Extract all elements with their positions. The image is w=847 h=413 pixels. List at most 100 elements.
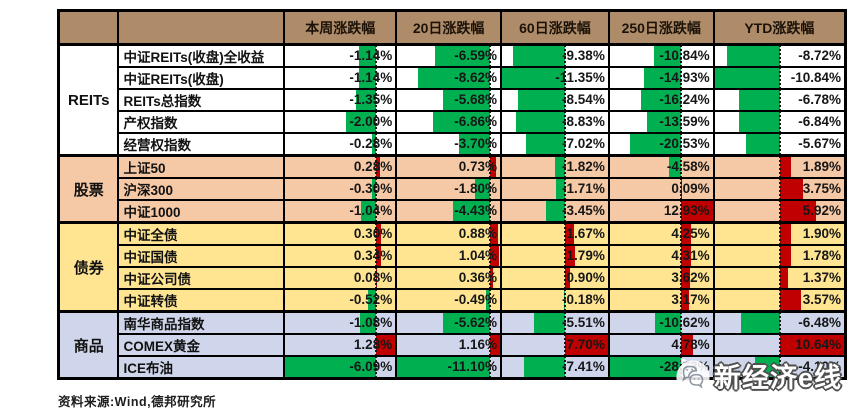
positive-data-bar: [680, 269, 690, 287]
value-cell: 1.78%: [712, 244, 847, 268]
negative-data-bar: [459, 134, 491, 154]
header-col-week: 本周涨跌幅: [283, 9, 398, 46]
value-text: -0.52%: [349, 292, 393, 307]
value-text: -1.71%: [562, 181, 605, 196]
value-text: -20.53%: [659, 136, 710, 151]
value-text: -5.67%: [798, 136, 841, 151]
zero-axis-line: [679, 113, 682, 131]
zero-axis-line: [375, 357, 378, 377]
value-text: 0.73%: [458, 159, 498, 174]
zero-axis-line: [778, 269, 781, 287]
zero-axis-line: [489, 180, 492, 198]
value-text: -0.28%: [349, 136, 393, 151]
value-text: 1.37%: [802, 270, 841, 285]
negative-data-bar: [360, 314, 377, 333]
value-cell: 1.04%: [395, 244, 503, 268]
value-text: -5.51%: [562, 315, 605, 330]
zero-axis-line: [489, 314, 492, 333]
value-cell: -6.09%: [283, 355, 398, 380]
zero-axis-line: [375, 47, 378, 66]
negative-data-bar: [398, 357, 491, 377]
zero-axis-line: [778, 158, 781, 177]
table-row-reits: 中证REITs(收盘) -1.14% -8.62% -11.35% -14.93% -10…: [59, 66, 847, 90]
value-cell: -1.14%: [283, 43, 398, 68]
value-cell: 12.93%: [607, 199, 715, 224]
index-name-cell: 经营权指数: [117, 132, 286, 157]
value-text: -1.08%: [349, 315, 393, 330]
value-text: -6.59%: [454, 48, 498, 63]
negative-data-bar: [359, 47, 377, 66]
value-cell: -1.04%: [283, 199, 398, 224]
zero-axis-line: [778, 225, 781, 244]
zero-axis-line: [489, 91, 492, 109]
value-cell: -8.83%: [500, 110, 610, 134]
value-text: -8.62%: [454, 70, 498, 85]
positive-data-bar: [779, 180, 803, 198]
zero-axis-line: [489, 247, 492, 265]
negative-data-bar: [346, 113, 377, 131]
value-cell: 1.79%: [500, 244, 610, 268]
negative-data-bar: [640, 91, 681, 109]
zero-axis-line: [564, 247, 567, 265]
positive-data-bar: [490, 269, 494, 287]
positive-data-bar: [680, 336, 693, 354]
zero-axis-line: [375, 201, 378, 221]
zero-axis-line: [778, 201, 781, 221]
negative-data-bar: [727, 47, 780, 66]
negative-data-bar: [486, 290, 491, 310]
positive-data-bar: [565, 336, 607, 354]
negative-data-bar: [534, 314, 566, 333]
value-cell: -8.62%: [395, 66, 503, 90]
negative-data-bar: [715, 69, 780, 87]
negative-data-bar: [368, 290, 377, 310]
negative-data-bar: [286, 357, 377, 377]
positive-data-bar: [779, 336, 844, 354]
header-row: 本周涨跌幅 20日涨跌幅 60日涨跌幅 250日涨跌幅 YTD涨跌幅: [57, 9, 847, 46]
zero-axis-line: [778, 134, 781, 154]
positive-data-bar: [680, 225, 692, 244]
value-cell: -6.48%: [712, 310, 847, 335]
value-text: -10.84%: [659, 48, 710, 63]
zero-axis-line: [564, 336, 567, 354]
value-cell: -8.72%: [712, 43, 847, 68]
source-note: 资料来源:Wind,德邦研究所: [58, 395, 217, 409]
value-cell: 4.31%: [607, 244, 715, 268]
value-text: 1.67%: [566, 226, 605, 241]
value-text: 3.62%: [671, 270, 710, 285]
header-col-20d: 20日涨跌幅: [395, 9, 503, 46]
zero-axis-line: [778, 113, 781, 131]
zero-axis-line: [375, 336, 378, 354]
zero-axis-line: [375, 225, 378, 244]
table-row-bonds: 中证公司债 0.08% 0.36% 0.90% 3.62% 1.37%: [59, 266, 847, 290]
value-text: -6.78%: [798, 92, 841, 107]
positive-data-bar: [565, 225, 575, 244]
negative-data-bar: [738, 113, 780, 131]
positive-data-bar: [779, 269, 789, 287]
value-cell: -5.51%: [500, 310, 610, 335]
positive-data-bar: [779, 158, 792, 177]
value-text: -1.35%: [349, 92, 393, 107]
table-row-bonds: 债券 中证全债 0.30% 0.88% 1.67% 4.25% 1.90%: [57, 221, 847, 313]
positive-data-bar: [490, 247, 499, 265]
zero-axis-line: [489, 225, 492, 244]
index-name-cell: 中证REITs(收盘): [117, 66, 286, 90]
value-cell: 3.62%: [607, 266, 715, 290]
index-name-cell: 中证转债: [117, 288, 286, 313]
zero-axis-line: [375, 91, 378, 109]
positive-data-bar: [490, 336, 500, 354]
value-cell: -3.45%: [500, 199, 610, 224]
value-cell: 0.88%: [395, 221, 503, 246]
zero-axis-line: [564, 158, 567, 177]
value-text: -0.18%: [562, 292, 605, 307]
value-cell: 1.67%: [500, 221, 610, 246]
value-text: -7.02%: [562, 136, 605, 151]
value-cell: -5.67%: [712, 132, 847, 157]
value-cell: -20.53%: [607, 132, 715, 157]
zero-axis-line: [778, 247, 781, 265]
value-text: -9.38%: [562, 48, 605, 63]
value-cell: -0.30%: [283, 177, 398, 201]
negative-data-bar: [359, 69, 377, 87]
value-cell: -1.82%: [500, 154, 610, 179]
zero-axis-line: [778, 69, 781, 87]
zero-axis-line: [679, 91, 682, 109]
